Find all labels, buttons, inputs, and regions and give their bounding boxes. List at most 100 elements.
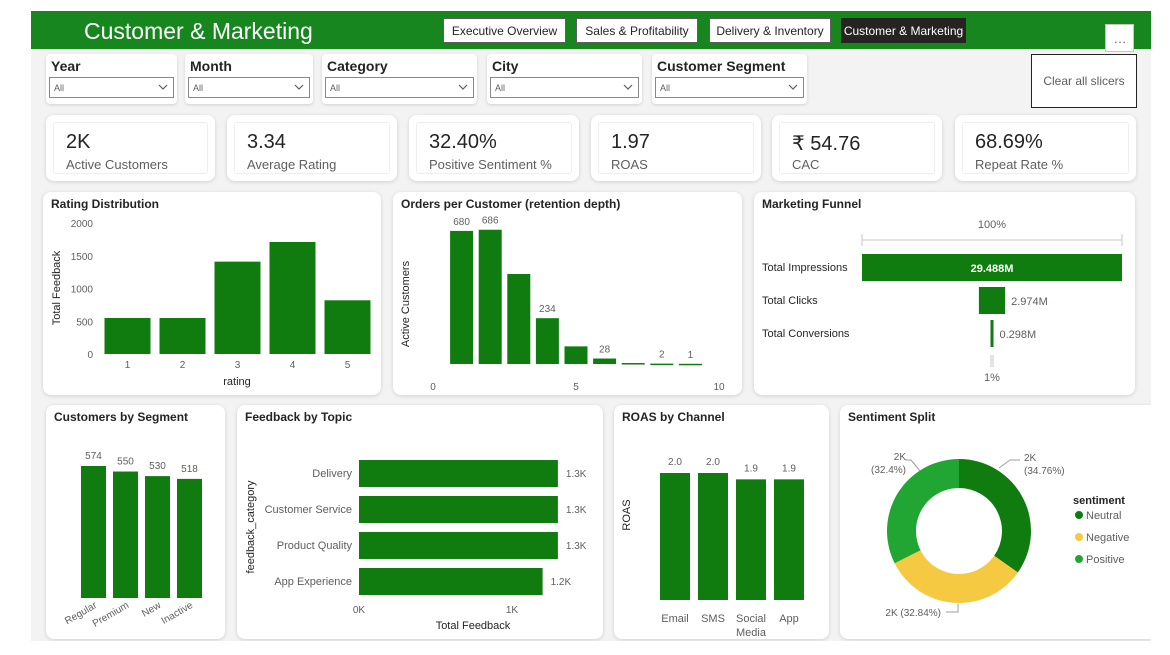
page-title: Customer & Marketing (84, 18, 313, 44)
slicer-city: City All (487, 54, 642, 104)
data-label: 2K (32.84%) (885, 608, 941, 619)
data-label: 234 (539, 304, 556, 315)
year-dropdown[interactable]: All (49, 77, 174, 98)
x-tick-label: 4 (290, 360, 296, 371)
data-label: 1.2K (551, 577, 572, 588)
kpi-frame: ₹ 54.76 CAC (779, 122, 935, 174)
kpi-value: 68.69% (975, 131, 1043, 153)
x-tick-label: Email (661, 613, 689, 625)
funnel-value-label: 0.298M (1000, 329, 1037, 341)
y-tick-label: 500 (76, 317, 93, 328)
nav-customer-marketing[interactable]: Customer & Marketing (841, 18, 966, 43)
funnel-value-label: 2.974M (1011, 296, 1048, 308)
marketing-funnel-visual[interactable]: Marketing Funnel 100% Total Impressions 29… (754, 192, 1135, 395)
bar (593, 358, 617, 364)
bar (650, 363, 674, 366)
legend-label: Neutral (1086, 510, 1121, 522)
bar (359, 532, 558, 559)
x-tick-label: 5 (573, 382, 579, 393)
kpi-value: 3.34 (247, 131, 286, 153)
callout-line (998, 459, 1020, 469)
sentiment-split-chart: 2K (34.76%) 2K (32.4%) 2K (32.84%) sentiment N… (871, 452, 1129, 619)
data-label: 1.3K (566, 469, 587, 480)
data-label: 1.3K (566, 505, 587, 516)
bar (621, 363, 645, 365)
funnel-bar (978, 287, 1006, 314)
funnel-top-percent: 100% (978, 219, 1006, 231)
x-tick-label: 5 (345, 360, 351, 371)
funnel-stage-label: Total Impressions (762, 262, 848, 274)
bar (113, 471, 138, 598)
kpi-label: Average Rating (247, 157, 337, 172)
funnel-stage-label: Total Conversions (762, 328, 850, 340)
visual-title: Customers by Segment (54, 410, 189, 424)
y-axis-title: feedback_category (245, 480, 257, 573)
orders-per-customer-visual[interactable]: Orders per Customer (retention depth) 68… (393, 192, 742, 395)
bar (507, 273, 531, 364)
x-axis-title: Total Feedback (436, 620, 511, 632)
kpi-frame: 32.40% Positive Sentiment % (416, 122, 572, 174)
city-dropdown[interactable]: All (490, 77, 639, 98)
chevron-down-icon (458, 84, 468, 90)
y-tick-label: 0 (87, 350, 93, 361)
month-dropdown[interactable]: All (188, 77, 310, 98)
roas-by-channel-visual[interactable]: ROAS by Channel 2.0 Email 2.0 SMS 1.9 Social M… (614, 405, 829, 639)
bar (324, 300, 371, 354)
x-tick-label: Inactive (160, 600, 196, 627)
bar (359, 568, 543, 595)
customers-by-segment-visual[interactable]: Customers by Segment 574 Regular 550 Premiu… (46, 405, 225, 639)
more-options-button[interactable]: … (1105, 24, 1134, 52)
legend-marker (1075, 555, 1083, 563)
y-tick-label: App Experience (274, 576, 352, 588)
kpi-value: 1.97 (611, 131, 650, 153)
customer-segment-dropdown[interactable]: All (655, 77, 804, 98)
data-label: 550 (117, 457, 134, 468)
funnel-bar (990, 320, 994, 347)
slicer-value: All (495, 83, 506, 93)
x-tick-label: 1K (506, 605, 519, 616)
chevron-down-icon (623, 84, 633, 90)
clear-all-slicers-button[interactable]: Clear all slicers (1031, 54, 1137, 108)
kpi-label: ROAS (611, 157, 648, 172)
x-tick-label: Media (736, 627, 767, 639)
roas-by-channel-chart: 2.0 Email 2.0 SMS 1.9 Social Media 1.9 App ROAS (621, 457, 804, 639)
bar (177, 478, 202, 598)
slicer-year: Year All (46, 54, 177, 104)
legend-title: sentiment (1073, 495, 1125, 507)
nav-sales-profitability[interactable]: Sales & Profitability (576, 18, 698, 43)
x-tick-label: 0K (353, 605, 366, 616)
sentiment-split-visual[interactable]: Sentiment Split 2K (34.76%) 2K (32.4%) 2K (3… (840, 405, 1151, 639)
nav-executive-overview[interactable]: Executive Overview (443, 18, 566, 43)
bar (269, 241, 316, 354)
data-label: 1 (688, 350, 694, 361)
visual-title: Orders per Customer (retention depth) (401, 197, 621, 211)
x-tick-label: 0 (430, 382, 436, 393)
category-dropdown[interactable]: All (325, 77, 474, 98)
nav-delivery-inventory[interactable]: Delivery & Inventory (709, 18, 831, 43)
rating-distribution-visual[interactable]: Rating Distribution 0 500 1000 1500 2000 1 2 3 4… (43, 192, 381, 395)
kpi-card-cac: ₹ 54.76 CAC (772, 115, 942, 181)
feedback-by-topic-visual[interactable]: Feedback by Topic Delivery 1.3K Customer S… (237, 405, 603, 639)
kpi-label: CAC (792, 157, 820, 172)
donut-slice (887, 459, 959, 564)
legend-marker (1075, 511, 1083, 519)
data-label: 1.3K (566, 541, 587, 552)
bar (159, 317, 206, 354)
data-label: (32.4%) (871, 465, 906, 476)
kpi-frame: 1.97 ROAS (598, 122, 754, 174)
y-tick-label: 2000 (71, 219, 94, 230)
data-label: 2K (1024, 453, 1037, 464)
bar (698, 473, 728, 600)
callout-line (946, 604, 959, 613)
bar (214, 261, 261, 354)
legend-label: Positive (1086, 554, 1125, 566)
bar (104, 317, 151, 354)
visual-title: Feedback by Topic (245, 410, 353, 424)
slicer-category: Category All (322, 54, 477, 104)
bar (564, 346, 588, 364)
report-canvas: Customer & Marketing Executive Overview … (31, 11, 1151, 641)
data-label: 1.9 (782, 463, 796, 474)
chevron-down-icon (294, 84, 304, 90)
funnel-bottom-percent: 1% (984, 372, 1000, 384)
slicer-title: City (492, 58, 519, 74)
